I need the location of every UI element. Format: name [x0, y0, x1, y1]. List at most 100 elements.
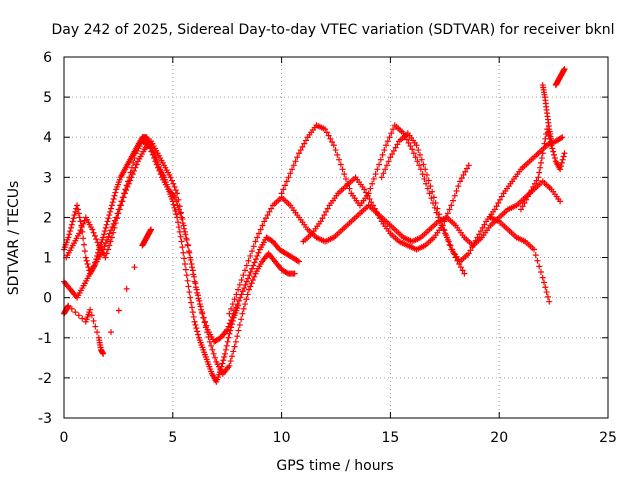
data-point	[537, 164, 544, 171]
data-point	[182, 266, 189, 273]
data-point	[114, 215, 121, 222]
data-point	[75, 210, 82, 217]
data-point	[106, 242, 113, 249]
data-point	[441, 218, 448, 225]
data-point	[189, 309, 196, 316]
data-point	[224, 326, 231, 333]
data-point	[379, 151, 386, 158]
data-point	[327, 135, 334, 142]
data-point	[474, 234, 481, 241]
data-point	[221, 354, 228, 361]
data-point	[131, 167, 138, 174]
data-point	[109, 199, 116, 206]
data-point	[233, 291, 240, 298]
data-point	[285, 174, 292, 181]
data-point	[431, 204, 438, 211]
data-point	[495, 200, 502, 207]
data-point	[463, 165, 470, 172]
data-point	[240, 272, 247, 279]
data-point	[250, 243, 257, 250]
data-point	[497, 196, 504, 203]
data-point	[181, 255, 188, 262]
data-point	[467, 247, 474, 254]
data-point	[219, 360, 226, 367]
data-point	[322, 126, 329, 133]
data-point	[264, 212, 271, 219]
data-point	[245, 286, 252, 293]
data-point	[180, 249, 187, 256]
data-point	[290, 162, 297, 169]
data-point	[188, 260, 195, 267]
data-point	[283, 178, 290, 185]
data-point	[222, 350, 229, 357]
data-point	[282, 182, 289, 189]
data-point	[118, 202, 125, 209]
data-point	[242, 267, 249, 274]
data-point	[329, 139, 336, 146]
data-point	[268, 205, 275, 212]
data-point	[459, 267, 466, 274]
data-point	[115, 307, 122, 314]
data-point	[232, 307, 239, 314]
data-point	[294, 257, 301, 264]
data-point	[174, 190, 181, 197]
data-point	[172, 187, 179, 194]
data-point	[243, 262, 250, 269]
data-point	[517, 206, 524, 213]
data-point	[183, 235, 190, 242]
data-point	[235, 327, 242, 334]
data-point	[428, 195, 435, 202]
data-point	[336, 156, 343, 163]
data-point	[477, 228, 484, 235]
data-point	[111, 192, 118, 199]
data-point	[104, 218, 111, 225]
data-point	[389, 151, 396, 158]
data-point	[79, 315, 86, 322]
data-point	[430, 194, 437, 201]
data-point	[432, 200, 439, 207]
data-point	[251, 259, 258, 266]
data-point	[446, 241, 453, 248]
data-point	[178, 238, 185, 245]
data-point	[72, 309, 79, 316]
data-point	[366, 195, 373, 202]
data-point	[187, 254, 194, 261]
data-point	[102, 240, 109, 247]
data-point	[261, 218, 268, 225]
data-point	[177, 210, 184, 217]
data-point	[413, 142, 420, 149]
data-point	[387, 154, 394, 161]
y-tick-label: 6	[43, 50, 52, 66]
data-point	[201, 319, 208, 326]
data-point	[524, 193, 531, 200]
data-point	[176, 228, 183, 235]
series-sat-j	[539, 82, 555, 145]
data-point	[416, 151, 423, 158]
data-point	[181, 228, 188, 235]
data-point	[243, 296, 250, 303]
data-point	[108, 202, 115, 209]
data-point	[170, 180, 177, 187]
data-point	[100, 350, 107, 357]
data-point	[376, 215, 383, 222]
data-point	[541, 279, 548, 286]
data-point	[230, 348, 237, 355]
data-point	[380, 170, 387, 177]
data-point	[481, 221, 488, 228]
data-point	[252, 238, 259, 245]
data-point	[457, 264, 464, 271]
data-point	[81, 248, 88, 255]
data-point	[101, 231, 108, 238]
data-point	[337, 161, 344, 168]
data-point	[223, 342, 230, 349]
data-point	[530, 183, 537, 190]
data-point	[177, 233, 184, 240]
data-point	[557, 166, 564, 173]
data-point	[71, 212, 78, 219]
data-point	[78, 224, 85, 231]
data-point	[128, 174, 135, 181]
data-point	[421, 175, 428, 182]
data-point	[189, 267, 196, 274]
data-point	[129, 171, 136, 178]
data-point	[247, 268, 254, 275]
